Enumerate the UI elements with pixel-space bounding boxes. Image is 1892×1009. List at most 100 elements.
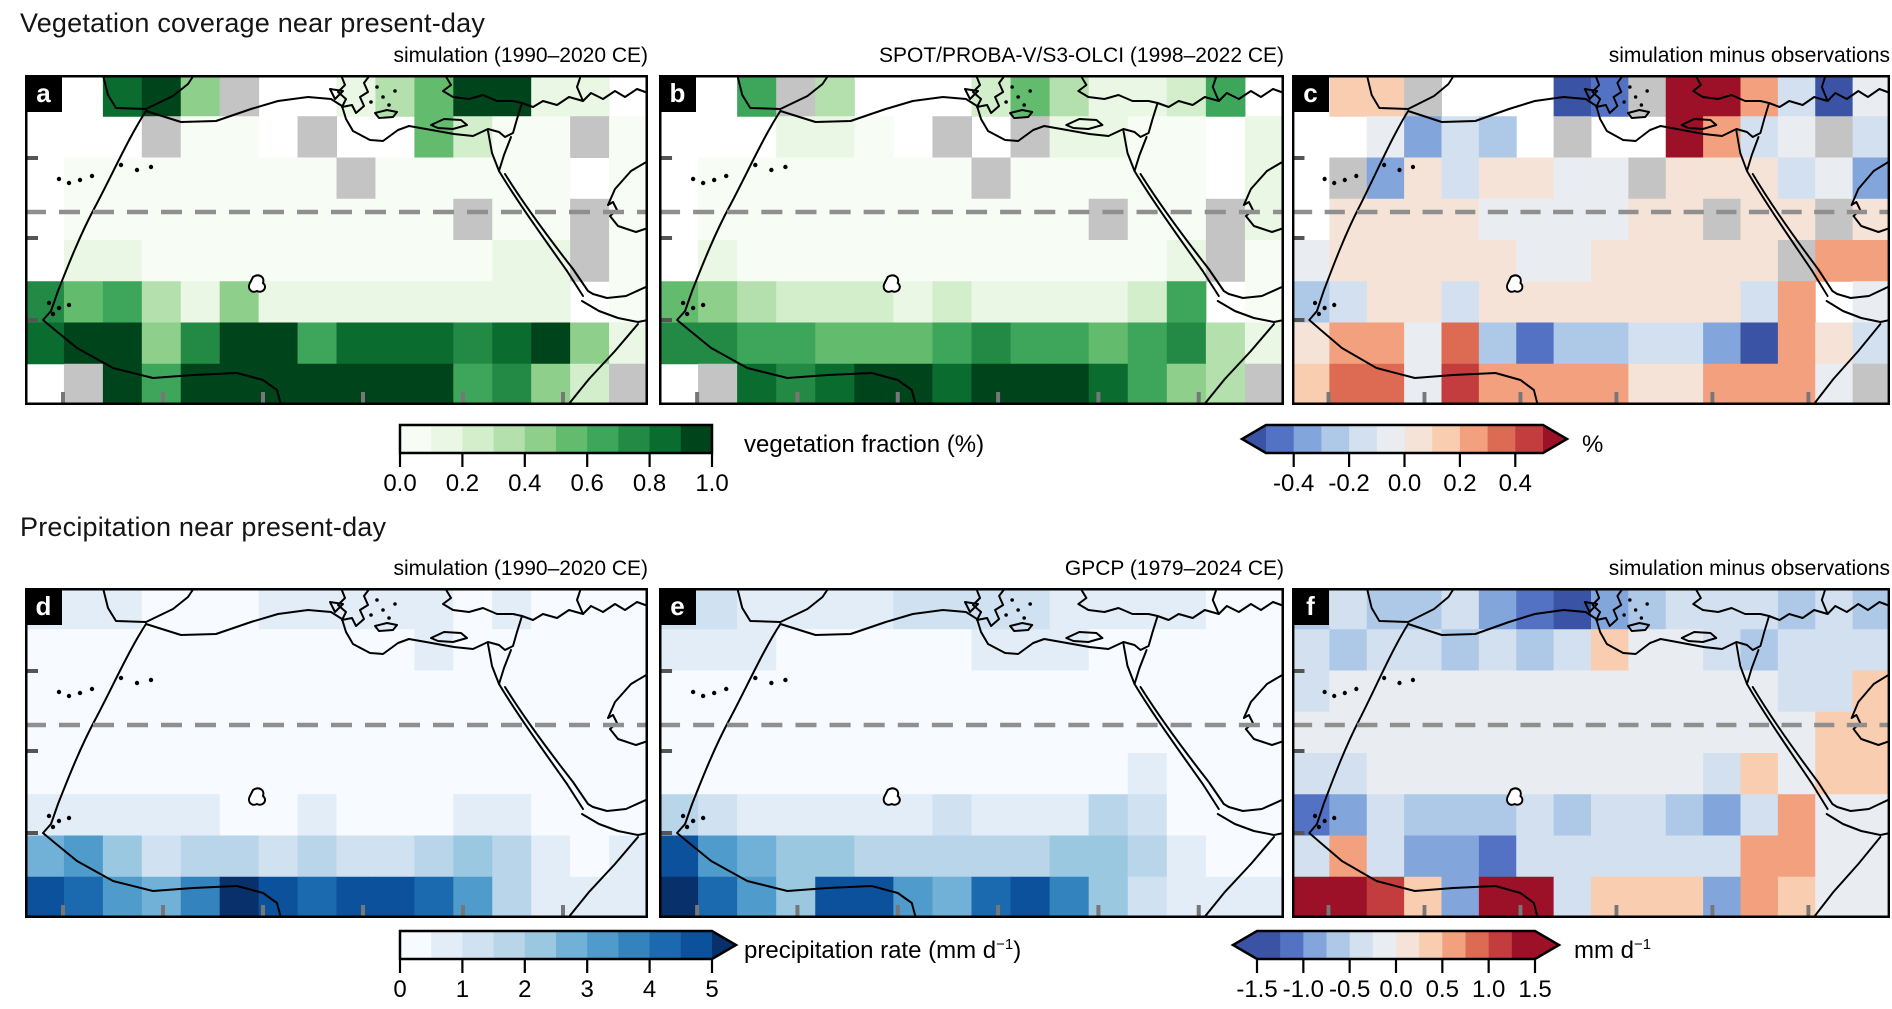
island-dot: [1628, 598, 1632, 602]
grid-cell: [893, 670, 933, 713]
grid-cell: [1292, 363, 1330, 405]
longitude-axis-tick: [695, 905, 700, 918]
panel-border: [25, 75, 648, 405]
grid-cell: [1244, 629, 1284, 671]
grid-cell: [1815, 876, 1854, 918]
coastline: [1156, 88, 1284, 108]
grid-cell: [776, 794, 816, 836]
lake-chad-outline: [882, 274, 901, 293]
grid-cell: [180, 794, 221, 836]
grid-cell: [1591, 876, 1629, 918]
island-dot: [690, 305, 696, 311]
grid-cell: [1166, 198, 1207, 241]
grid-cell: [1166, 753, 1207, 795]
grid-cell: [932, 157, 973, 200]
grid-cell: [1088, 157, 1129, 200]
grid-cell: [1553, 281, 1592, 323]
grid-cell: [698, 794, 738, 836]
grid-cell: [1404, 670, 1442, 713]
latitude-axis-tick: [25, 669, 38, 673]
coastline: [576, 75, 584, 102]
grid-cell: [1815, 670, 1854, 713]
grid-cell: [932, 322, 973, 365]
latitude-axis-tick: [1292, 831, 1305, 835]
colorbar-segment: [680, 931, 713, 959]
coastline: [1308, 110, 1539, 405]
grid-cell: [1516, 670, 1555, 713]
grid-cell: [336, 240, 376, 282]
grid-cell: [932, 198, 973, 241]
grid-cell: [570, 753, 610, 795]
grid-cell: [893, 240, 933, 282]
grid-cell: [531, 116, 571, 158]
map-panel-d: d: [25, 588, 648, 918]
grid-cell: [453, 116, 493, 158]
longitude-axis-tick: [1096, 392, 1101, 405]
longitude-axis-tick: [1096, 905, 1101, 918]
grid-cell: [1815, 629, 1854, 671]
grid-cell: [1329, 198, 1368, 241]
grid-cell: [414, 876, 454, 918]
grid-cell: [1478, 322, 1517, 365]
coastline: [1009, 622, 1034, 632]
map-panel-b: b: [659, 75, 1284, 405]
grid-cell: [1852, 629, 1890, 671]
grid-cell: [854, 363, 894, 405]
grid-cell: [63, 670, 104, 713]
grid-cell: [414, 835, 454, 878]
island-dot: [56, 818, 62, 824]
grid-cell-nodata: [1703, 198, 1741, 241]
grid-cell: [180, 116, 221, 158]
grid-cell: [414, 322, 454, 365]
island-dot: [1410, 164, 1416, 170]
grid-cell: [297, 629, 337, 671]
grid-cell: [1815, 753, 1854, 795]
grid-cell: [1088, 629, 1129, 671]
grid-cell: [25, 835, 65, 878]
island-dot: [1332, 180, 1337, 186]
latitude-axis-tick: [25, 831, 38, 835]
island-dot: [753, 162, 758, 168]
grid-cell: [1010, 281, 1051, 323]
panel-letter-a: a: [25, 75, 62, 112]
colorbar-tick-label: 3: [580, 976, 594, 1003]
grid-cell-nodata: [570, 116, 610, 158]
colorbar-arrow-right: [1543, 425, 1567, 453]
grid-cell: [1166, 322, 1207, 365]
grid-cell: [336, 711, 376, 754]
grid-cell: [609, 835, 648, 878]
grid-cell: [1127, 363, 1168, 405]
colorbar-segment: [1303, 931, 1328, 959]
grid-cell: [854, 835, 894, 878]
island-dot: [1354, 686, 1359, 692]
coastline: [504, 173, 594, 295]
grid-cell: [63, 281, 104, 323]
grid-cell: [1516, 753, 1555, 795]
grid-cell: [815, 157, 855, 200]
subtitle-panel-e: GPCP (1979–2024 CE): [1064, 557, 1284, 580]
grid-cell: [1815, 588, 1854, 630]
grid-cell: [180, 198, 221, 241]
coastline: [1407, 96, 1771, 142]
longitude-axis-tick: [461, 905, 465, 918]
grid-cell: [1740, 75, 1779, 117]
coastline: [1156, 601, 1284, 621]
latitude-axis-tick: [659, 156, 673, 160]
grid-cell: [1010, 876, 1051, 918]
grid-cell: [297, 670, 337, 713]
colorbar-segment: [1488, 931, 1513, 959]
grid-cell: [1591, 198, 1629, 241]
grid-cell: [1665, 670, 1704, 713]
coastline: [1751, 686, 1839, 808]
grid-cell: [1740, 588, 1779, 630]
grid-cell: [336, 876, 376, 918]
grid-cell: [1777, 629, 1816, 671]
coastline: [1133, 683, 1220, 810]
grid-cell: [1441, 629, 1480, 671]
grid-cell: [219, 588, 260, 630]
grid-cell: [1088, 711, 1129, 754]
lake-chad-outline: [247, 787, 267, 806]
grid-cell: [1591, 240, 1629, 282]
island-dot: [46, 300, 52, 306]
grid-cell: [297, 835, 337, 878]
